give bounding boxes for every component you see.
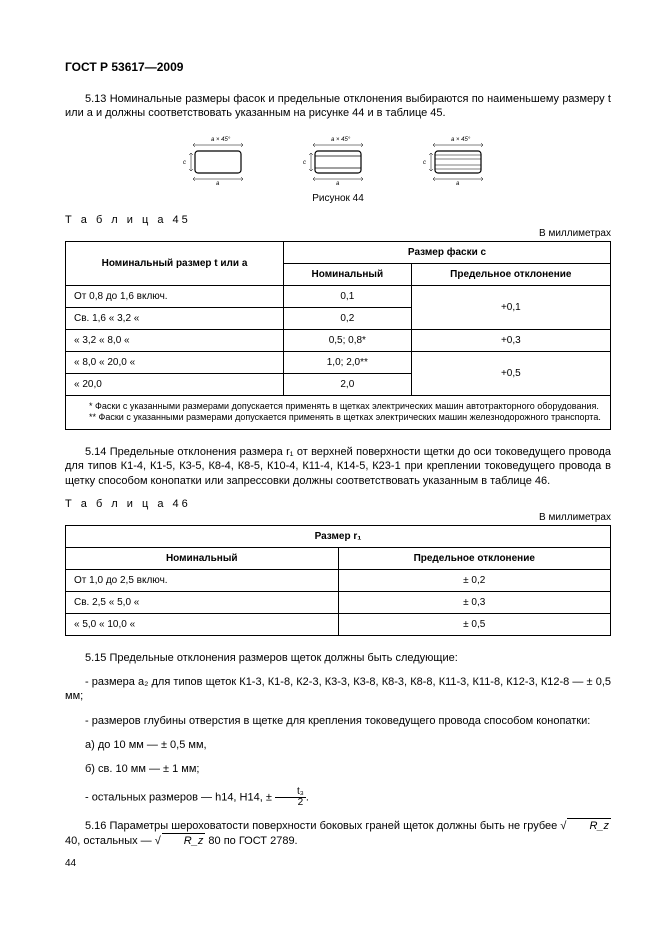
table-45-label: Т а б л и ц а 45 <box>65 214 611 226</box>
table-45-units: В миллиметрах <box>65 228 611 239</box>
t46-cell: « 5,0 « 10,0 « <box>66 613 339 635</box>
table-row: « 3,2 « 8,0 « 0,5; 0,8* +0,3 <box>66 329 611 351</box>
t46-cell: От 1,0 до 2,5 включ. <box>66 569 339 591</box>
t45-cell: « 20,0 <box>66 373 284 395</box>
doc-header: ГОСТ Р 53617—2009 <box>65 60 611 74</box>
table-46-label: Т а б л и ц а 46 <box>65 498 611 510</box>
t45-cell: +0,1 <box>411 285 610 329</box>
fraction-den: 2 <box>275 798 306 808</box>
svg-text:a: a <box>456 181 460 187</box>
para-5-15-other-text: - остальных размеров — h14, H14, ± <box>85 791 272 803</box>
table-row: Св. 2,5 « 5,0 « ± 0,3 <box>66 591 611 613</box>
t45-cell: 2,0 <box>284 373 412 395</box>
table-46: Размер r₁ Номинальный Предельное отклоне… <box>65 525 611 636</box>
t46-cell: Св. 2,5 « 5,0 « <box>66 591 339 613</box>
para-5-16-c: 80 по ГОСТ 2789. <box>205 835 297 847</box>
t45-cell: От 0,8 до 1,6 включ. <box>66 285 284 307</box>
t45-header-nominal: Номинальный <box>284 263 412 285</box>
svg-text:a × 45°: a × 45° <box>331 137 351 143</box>
svg-text:a: a <box>216 181 220 187</box>
svg-text:a × 45°: a × 45° <box>451 137 471 143</box>
svg-text:c: c <box>303 160 306 166</box>
t46-cell: ± 0,3 <box>338 591 611 613</box>
para-5-15-other-end: . <box>306 791 309 803</box>
t46-header-deviation: Предельное отклонение <box>338 547 611 569</box>
svg-text:a: a <box>336 181 340 187</box>
para-5-14: 5.14 Предельные отклонения размера r₁ от… <box>65 445 611 488</box>
sqrt-rz-2: R_z <box>162 833 206 848</box>
t45-cell: « 3,2 « 8,0 « <box>66 329 284 351</box>
t45-footnote-2: ** Фаски с указанными размерами допускае… <box>74 412 602 424</box>
t45-cell: 0,2 <box>284 307 412 329</box>
svg-text:a × 45°: a × 45° <box>211 137 231 143</box>
para-5-15-other: - остальных размеров — h14, H14, ± t₃ 2 … <box>65 787 611 808</box>
sqrt-rz-1: R_z <box>567 818 611 833</box>
t45-cell: 0,5; 0,8* <box>284 329 412 351</box>
fraction-num: t₃ <box>275 787 306 798</box>
para-5-15-a: а) до 10 мм — ± 0,5 мм, <box>65 738 611 752</box>
table-45: Номинальный размер t или a Размер фаски … <box>65 241 611 430</box>
para-5-15-a2: - размера a₂ для типов щеток К1-3, К1-8,… <box>65 675 611 704</box>
figure-44-c: a × 45° c a <box>413 133 503 188</box>
fraction-t3-2: t₃ 2 <box>275 787 306 808</box>
t46-cell: ± 0,2 <box>338 569 611 591</box>
para-5-16-b: 40, остальных — <box>65 835 155 847</box>
t46-cell: ± 0,5 <box>338 613 611 635</box>
para-5-16: 5.16 Параметры шероховатости поверхности… <box>65 818 611 849</box>
t45-cell: 0,1 <box>284 285 412 307</box>
t45-cell: Св. 1,6 « 3,2 « <box>66 307 284 329</box>
t45-cell: +0,3 <box>411 329 610 351</box>
t46-header-size: Размер r₁ <box>66 525 611 547</box>
t45-cell: « 8,0 « 20,0 « <box>66 351 284 373</box>
t46-header-nominal: Номинальный <box>66 547 339 569</box>
svg-text:c: c <box>423 160 426 166</box>
table-row: « 8,0 « 20,0 « 1,0; 2,0** +0,5 <box>66 351 611 373</box>
svg-text:c: c <box>183 160 186 166</box>
t45-header-deviation: Предельное отклонение <box>411 263 610 285</box>
figure-44-row: a × 45° c a a × 45° c <box>65 133 611 188</box>
table-footnote-row: * Фаски с указанными размерами допускает… <box>66 395 611 429</box>
figure-44-b: a × 45° c a <box>293 133 383 188</box>
para-5-15-b: б) св. 10 мм — ± 1 мм; <box>65 762 611 776</box>
table-row: От 1,0 до 2,5 включ. ± 0,2 <box>66 569 611 591</box>
para-5-15-depth: - размеров глубины отверстия в щетке для… <box>65 714 611 728</box>
para-5-13: 5.13 Номинальные размеры фасок и предель… <box>65 92 611 121</box>
t45-header-size: Номинальный размер t или a <box>66 241 284 285</box>
t45-footnote-1: * Фаски с указанными размерами допускает… <box>74 401 602 413</box>
table-row: « 5,0 « 10,0 « ± 0,5 <box>66 613 611 635</box>
page-number: 44 <box>65 858 611 869</box>
t45-header-chamfer: Размер фаски c <box>284 241 611 263</box>
para-5-15-intro: 5.15 Предельные отклонения размеров щето… <box>65 651 611 665</box>
t45-cell: +0,5 <box>411 351 610 395</box>
figure-44-a: a × 45° c a <box>173 133 263 188</box>
figure-caption: Рисунок 44 <box>65 193 611 204</box>
para-5-16-a: 5.16 Параметры шероховатости поверхности… <box>85 820 560 832</box>
table-46-units: В миллиметрах <box>65 512 611 523</box>
t45-cell: 1,0; 2,0** <box>284 351 412 373</box>
table-row: От 0,8 до 1,6 включ. 0,1 +0,1 <box>66 285 611 307</box>
